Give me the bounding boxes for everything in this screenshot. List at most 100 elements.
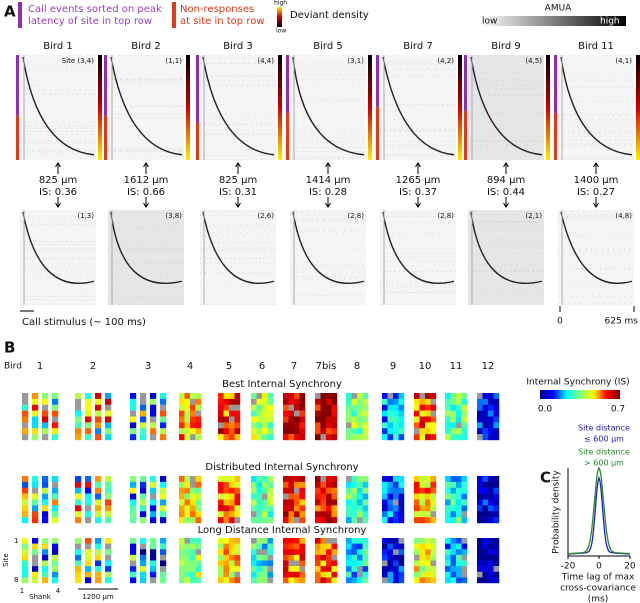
heatmap-cell (393, 543, 399, 550)
heatmap-cell (461, 554, 468, 561)
heatmap-cell (223, 422, 230, 429)
heatmap-cell (52, 393, 59, 400)
heatmap-cell (477, 571, 483, 578)
raster (468, 210, 544, 305)
heatmap-cell (160, 549, 167, 556)
heatmap-cell (315, 543, 321, 550)
heatmap-cell (179, 410, 185, 417)
heatmap-cell (351, 410, 358, 417)
heatmap-cell (179, 571, 185, 578)
heatmap-cell (393, 422, 399, 429)
raster (290, 210, 366, 305)
heatmap-cell (140, 493, 147, 500)
heatmap-cell (75, 410, 82, 417)
row-title: Long Distance Internal Synchrony (198, 525, 367, 536)
heatmap-cell (445, 571, 451, 578)
heatmap-cell (482, 410, 489, 417)
heatmap-cell (160, 499, 167, 506)
heatmap-cell (414, 560, 420, 567)
heatmap-cell (382, 422, 388, 429)
heatmap-cell (229, 487, 235, 494)
heatmap-cell (262, 499, 268, 506)
heatmap-cell (419, 566, 426, 572)
heatmap-cell (398, 393, 405, 400)
is-label: IS: 0.27 (577, 187, 615, 198)
heatmap-cell (351, 538, 358, 544)
heatmap-cell (223, 560, 230, 567)
heatmap-cell (262, 549, 268, 556)
heatmap-cell (331, 422, 338, 429)
heatmap-cell (95, 481, 102, 488)
heatmap-cell (218, 554, 224, 561)
heatmap-cell (229, 481, 235, 488)
heatmap-cell (419, 487, 426, 494)
heatmap-cell (85, 499, 92, 506)
heatmap-cell (229, 511, 235, 518)
heatmap-cell (22, 422, 29, 429)
heatmap-cell (195, 410, 202, 417)
heatmap-cell (140, 511, 147, 518)
heatmap-cell (315, 571, 321, 578)
heatmap-cell (362, 410, 369, 417)
raster (380, 55, 456, 160)
heatmap-cell (223, 428, 230, 435)
panel-label: C (540, 469, 551, 487)
heatmap-cell (42, 511, 49, 518)
heatmap-cell (184, 493, 191, 500)
x-axis-label: cross-covariance (560, 584, 636, 594)
legend-text: at site in top row (180, 16, 265, 27)
heatmap-cell (346, 549, 352, 556)
heatmap-cell (482, 543, 489, 550)
heatmap-cell (32, 538, 39, 544)
heatmap-cell (488, 554, 494, 561)
heatmap-cell (140, 543, 147, 550)
heatmap-cell (414, 481, 420, 488)
heatmap-cell (393, 434, 399, 441)
heatmap-cell (262, 476, 268, 483)
heatmap-cell (85, 434, 92, 441)
heatmap-cell (130, 434, 137, 441)
heatmap-cell (283, 422, 289, 429)
heatmap-cell (218, 434, 224, 441)
heatmap-cell (262, 538, 268, 544)
heatmap-cell (52, 511, 59, 518)
heatmap-cell (450, 404, 457, 411)
heatmap-cell (382, 538, 388, 544)
heatmap-cell (218, 571, 224, 578)
heatmap-cell (482, 487, 489, 494)
bird-title: Bird 9 (491, 41, 520, 52)
heatmap-cell (315, 566, 321, 572)
heatmap-cell (262, 416, 268, 423)
heatmap-cell (75, 517, 82, 524)
heatmap-cell (267, 481, 274, 488)
heatmap-cell (288, 416, 295, 423)
heatmap-cell (32, 549, 39, 556)
heatmap-cell (75, 487, 82, 494)
heatmap-cell (251, 499, 257, 506)
heatmap-cell (218, 511, 224, 518)
heatmap-cell (398, 505, 405, 512)
heatmap-cell (179, 434, 185, 441)
heatmap-cell (430, 476, 437, 483)
heatmap-cell (283, 499, 289, 506)
heatmap-cell (382, 571, 388, 578)
heatmap-cell (218, 577, 224, 584)
response-curve (110, 56, 183, 156)
site-label: (2,6) (257, 212, 274, 220)
heatmap-cell (425, 434, 431, 441)
heatmap-cell (430, 434, 437, 441)
heatmap-cell (299, 422, 306, 429)
bird-number: 7 (291, 361, 297, 372)
colorbar (277, 7, 282, 27)
heatmap-cell (320, 566, 327, 572)
heatmap-cell (195, 428, 202, 435)
heatmap-cell (456, 398, 462, 405)
heatmap-cell (482, 554, 489, 561)
heatmap-cell (461, 481, 468, 488)
heatmap-cell (234, 493, 241, 500)
heatmap-cell (456, 416, 462, 423)
heatmap-cell (382, 410, 388, 417)
heatmap-cell (52, 571, 59, 578)
heatmap-cell (357, 481, 363, 488)
heatmap-cell (456, 543, 462, 550)
